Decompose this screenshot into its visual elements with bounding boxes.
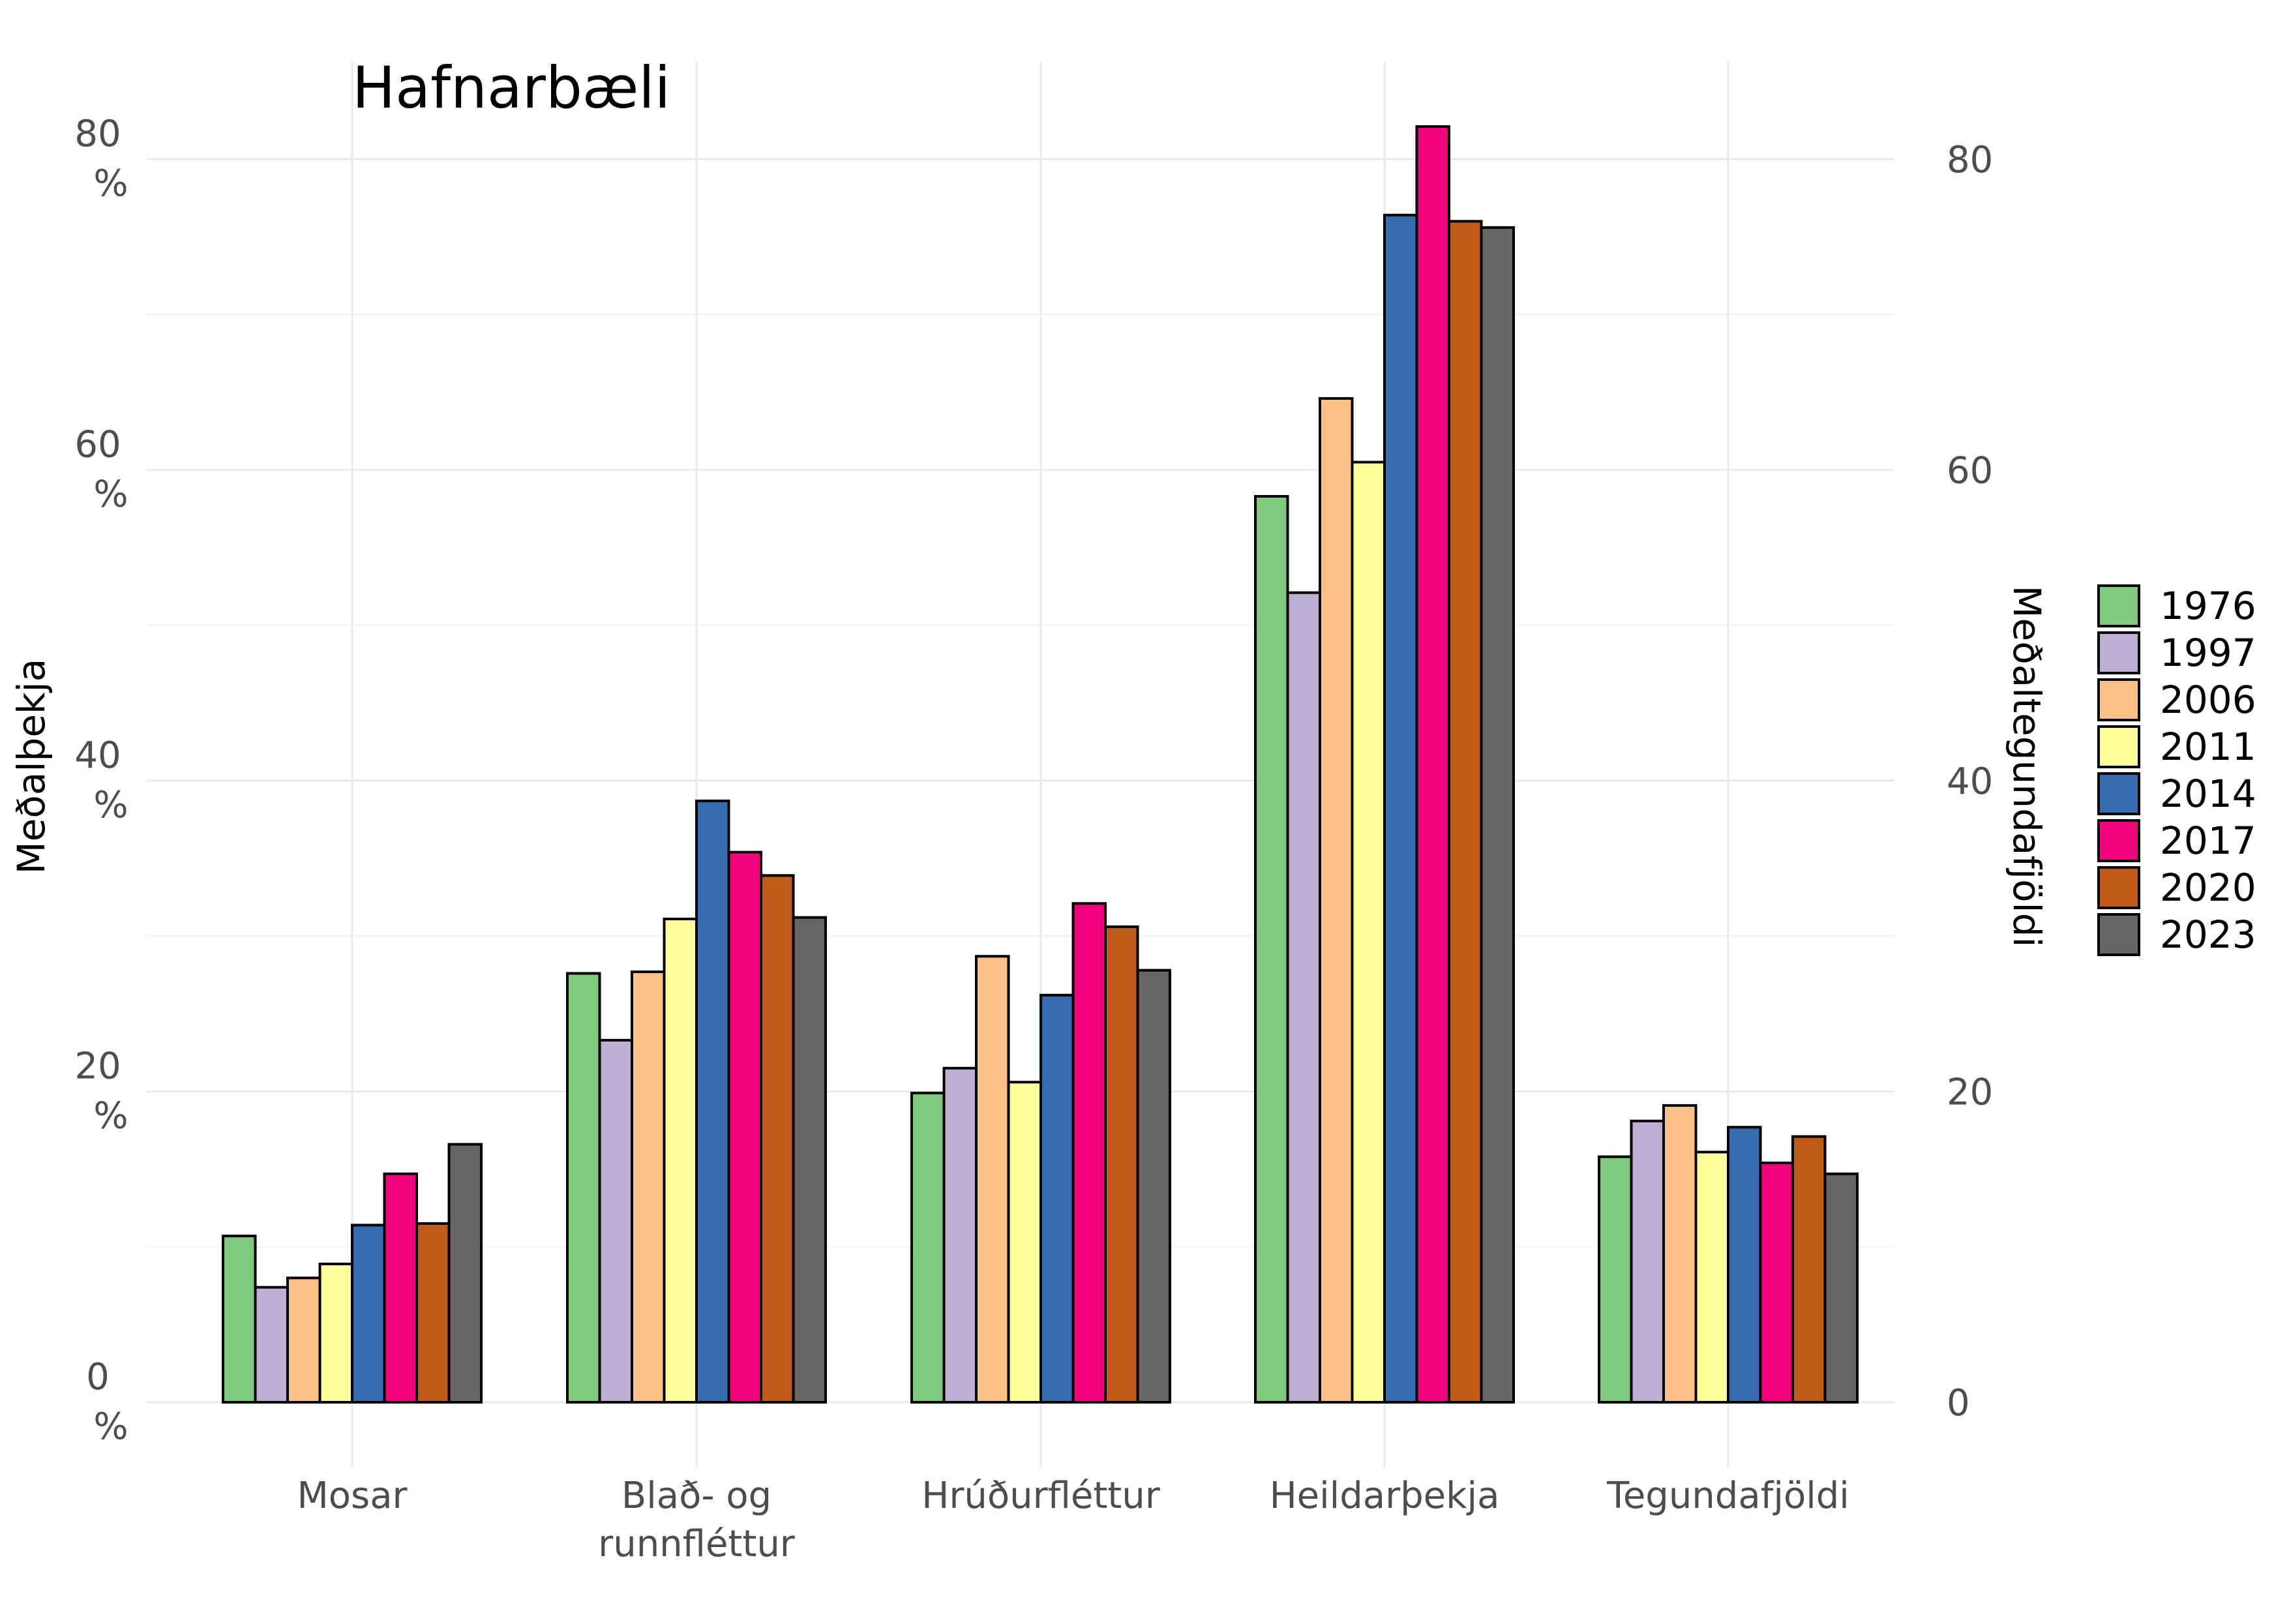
bar-2014-cat-1	[695, 799, 730, 1404]
bar-2014-cat-0	[351, 1224, 386, 1404]
x-category-label: Heildarþekja	[1270, 1475, 1500, 1517]
bar-2014-cat-3	[1383, 213, 1418, 1404]
x-category-label: Hrúðurfléttur	[921, 1475, 1161, 1517]
bar-2006-cat-3	[1319, 397, 1354, 1404]
legend-label: 2014	[2160, 772, 2256, 816]
bar-2020-cat-4	[1791, 1135, 1827, 1404]
y-left-tick-value: 40	[74, 734, 121, 777]
bar-2020-cat-2	[1104, 925, 1139, 1404]
y-left-tick-unit: %	[93, 1095, 128, 1137]
bar-2020-cat-3	[1448, 220, 1483, 1404]
y-right-tick-label: 0	[1947, 1382, 1970, 1424]
y-axis-right-title: Meðaltegundafjöldi	[2005, 585, 2049, 947]
bar-1997-cat-0	[254, 1286, 289, 1404]
bar-2023-cat-4	[1823, 1172, 1859, 1404]
bar-2023-cat-0	[447, 1143, 483, 1404]
bar-2011-cat-4	[1694, 1150, 1729, 1404]
y-left-tick-value: 0	[86, 1356, 110, 1398]
bar-2011-cat-3	[1351, 460, 1386, 1404]
y-left-tick-unit: %	[93, 784, 128, 826]
bar-2023-cat-2	[1136, 969, 1171, 1404]
bar-1997-cat-1	[598, 1038, 633, 1404]
y-right-tick-label: 80	[1947, 139, 1993, 181]
x-category-label-line2: runnfléttur	[598, 1523, 796, 1565]
y-right-tick-label: 60	[1947, 450, 1993, 492]
legend-label: 2006	[2160, 678, 2256, 722]
bar-1976-cat-3	[1254, 495, 1289, 1404]
bar-2020-cat-0	[415, 1222, 451, 1404]
legend-key-2014	[2097, 772, 2140, 815]
legend-key-2023	[2097, 913, 2140, 956]
legend-key-2020	[2097, 866, 2140, 909]
legend-key-2017	[2097, 819, 2140, 862]
legend-label: 1976	[2160, 584, 2256, 628]
right-axis: 0 20 40 60 80	[1947, 139, 1993, 1424]
bar-2011-cat-1	[663, 918, 698, 1404]
y-left-tick-unit: %	[93, 1406, 128, 1448]
bar-2017-cat-1	[727, 850, 762, 1404]
legend-key-2011	[2097, 725, 2140, 768]
bar-2011-cat-2	[1007, 1081, 1042, 1404]
y-right-tick-label: 40	[1947, 760, 1993, 803]
y-left-tick-unit: %	[93, 474, 128, 516]
bar-1997-cat-3	[1286, 591, 1321, 1404]
bar-2006-cat-0	[286, 1276, 322, 1404]
y-right-tick-label: 20	[1947, 1072, 1993, 1114]
bar-2011-cat-0	[318, 1262, 353, 1404]
bar-1997-cat-2	[942, 1066, 978, 1404]
bar-2023-cat-1	[792, 916, 827, 1404]
bar-2006-cat-4	[1662, 1104, 1698, 1404]
x-category-label: Mosar	[297, 1475, 408, 1517]
left-axis: 0% 20% 40% 60% 80%	[74, 113, 128, 1448]
bar-2017-cat-4	[1759, 1162, 1794, 1404]
legend-label: 1997	[2160, 631, 2256, 675]
bar-2006-cat-1	[631, 970, 666, 1404]
bar-1976-cat-2	[910, 1091, 946, 1404]
y-left-tick-value: 60	[74, 424, 121, 466]
bar-2006-cat-2	[975, 955, 1010, 1404]
bar-1976-cat-1	[566, 972, 601, 1404]
legend-key-1976	[2097, 584, 2140, 627]
legend-label: 2017	[2160, 819, 2256, 863]
bar-2017-cat-2	[1071, 902, 1107, 1404]
bar-2014-cat-2	[1040, 993, 1075, 1404]
bar-1997-cat-4	[1630, 1119, 1665, 1404]
legend-label: 2011	[2160, 725, 2256, 769]
x-category-label: Tegundafjöldi	[1606, 1475, 1849, 1517]
x-category-label: Blað- og	[621, 1475, 771, 1517]
bar-2017-cat-3	[1415, 125, 1450, 1404]
bar-1976-cat-4	[1598, 1155, 1633, 1404]
bar-1976-cat-0	[222, 1235, 257, 1404]
bar-2020-cat-1	[760, 874, 795, 1404]
y-left-tick-value: 20	[74, 1045, 121, 1088]
bar-2017-cat-0	[383, 1172, 418, 1404]
bar-2014-cat-4	[1727, 1126, 1762, 1404]
y-left-tick-unit: %	[93, 162, 128, 205]
y-left-tick-value: 80	[74, 113, 121, 155]
legend-key-2006	[2097, 678, 2140, 721]
bars	[222, 125, 1859, 1404]
bar-2023-cat-3	[1480, 226, 1515, 1404]
legend-label: 2023	[2160, 912, 2256, 957]
y-axis-left-title: Meðalþekja	[9, 659, 53, 875]
x-axis: Mosar Blað- og runnfléttur Hrúðurfléttur Hei…	[297, 1475, 1849, 1565]
legend-label: 2020	[2160, 865, 2256, 910]
legend-key-1997	[2097, 631, 2140, 674]
chart-title: Hafnarbæli	[352, 54, 670, 121]
